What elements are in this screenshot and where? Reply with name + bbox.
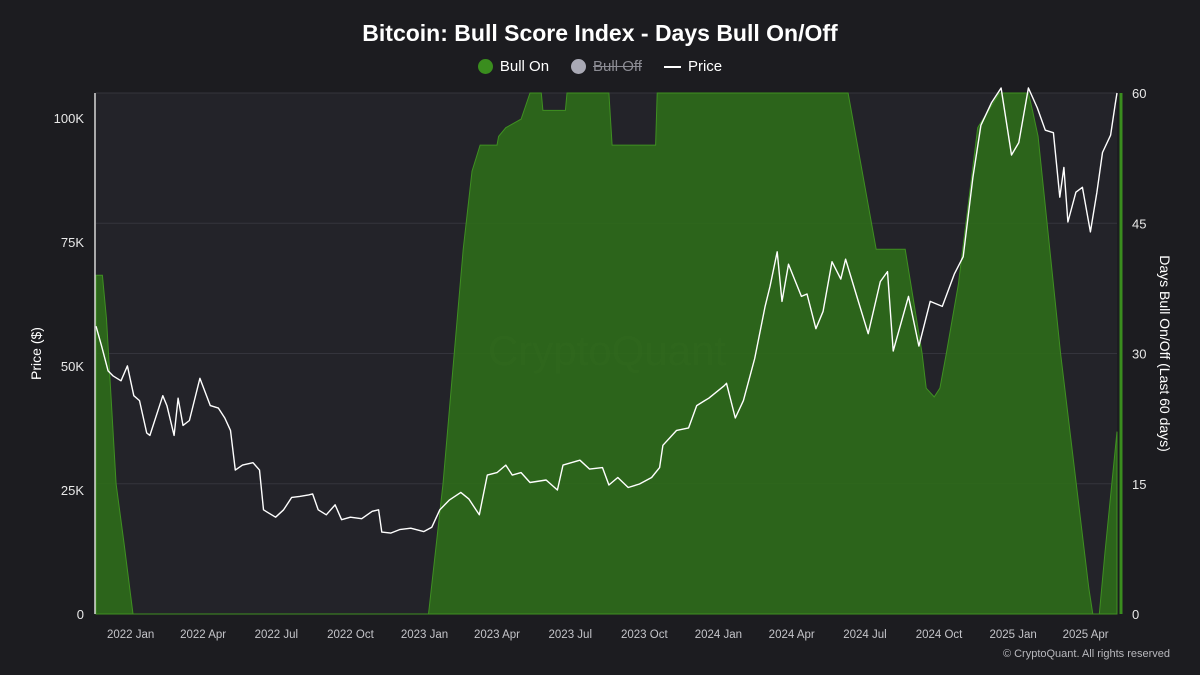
x-tick-label: 2023 Apr xyxy=(474,629,520,641)
legend-label-bull-on: Bull On xyxy=(499,58,550,75)
legend-item-bull-off[interactable]: Bull Off xyxy=(571,58,642,75)
y-right-tick-label: 30 xyxy=(1132,347,1146,362)
y-right-tick-label: 60 xyxy=(1132,86,1146,101)
x-tick-label: 2022 Jan xyxy=(107,629,154,641)
x-tick-label: 2024 Oct xyxy=(916,629,963,641)
x-tick-label: 2022 Apr xyxy=(180,629,226,641)
x-tick-label: 2022 Jul xyxy=(255,629,298,641)
x-tick-label: 2024 Jan xyxy=(695,629,742,641)
y-right-tick-label: 0 xyxy=(1132,607,1139,622)
y-left-tick-label: 100K xyxy=(54,111,85,126)
x-tick-label: 2023 Jul xyxy=(549,629,592,641)
y-right-axis-title: Days Bull On/Off (Last 60 days) xyxy=(1157,255,1173,452)
y-left-tick-label: 0 xyxy=(77,607,84,622)
legend-label-price: Price xyxy=(687,58,723,75)
y-right-tick-label: 15 xyxy=(1132,477,1146,492)
y-right-tick-label: 45 xyxy=(1132,216,1146,231)
legend-item-price[interactable]: Price xyxy=(663,58,723,75)
bull-on-area xyxy=(95,92,1118,615)
x-tick-label: 2023 Jan xyxy=(401,629,448,641)
x-tick-label: 2024 Jul xyxy=(843,629,886,641)
x-tick-label: 2023 Oct xyxy=(621,629,668,641)
y-left-tick-label: 50K xyxy=(61,359,84,374)
y-left-tick-label: 75K xyxy=(61,235,84,250)
bull-off-dot-icon xyxy=(571,59,587,74)
y-left-axis-title: Price ($) xyxy=(28,327,44,380)
x-tick-label: 2022 Oct xyxy=(327,629,374,641)
chart-legend: Bull On Bull Off Price xyxy=(0,58,1200,75)
copyright-notice: © CryptoQuant. All rights reserved xyxy=(1002,648,1170,660)
legend-label-bull-off: Bull Off xyxy=(593,58,642,75)
x-tick-label: 2025 Apr xyxy=(1063,629,1109,641)
x-tick-label: 2025 Jan xyxy=(989,629,1036,641)
y-left-tick-label: 25K xyxy=(61,483,84,498)
chart-title: Bitcoin: Bull Score Index - Days Bull On… xyxy=(362,20,838,46)
x-tick-label: 2024 Apr xyxy=(769,629,815,641)
bull-on-dot-icon xyxy=(477,59,493,74)
legend-item-bull-on[interactable]: Bull On xyxy=(477,58,550,75)
price-line xyxy=(95,87,1118,534)
price-line-icon xyxy=(663,65,681,68)
